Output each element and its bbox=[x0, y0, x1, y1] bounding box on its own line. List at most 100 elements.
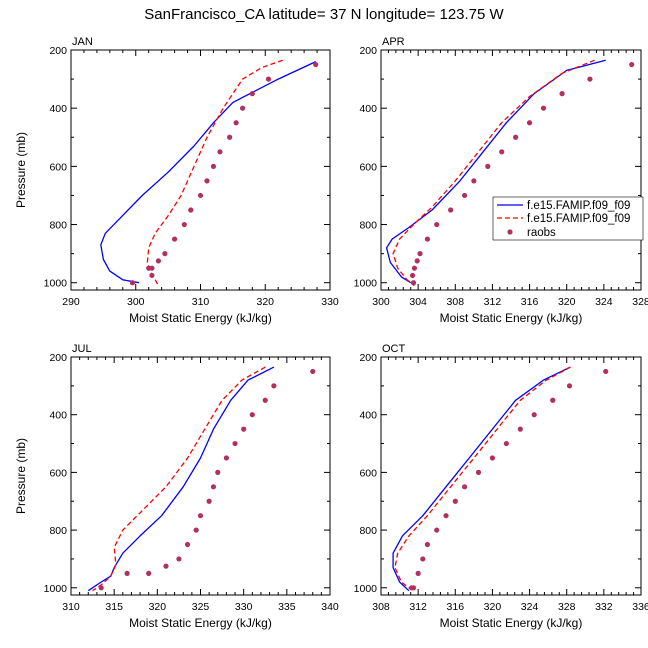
x-tick-label: 315 bbox=[105, 601, 123, 613]
y-tick-label: 1000 bbox=[354, 278, 378, 290]
raobs-point bbox=[204, 178, 210, 184]
raobs-point bbox=[310, 368, 316, 375]
x-tick-label: 324 bbox=[595, 296, 613, 308]
x-axis-label: Moist Static Energy (kJ/kg) bbox=[440, 616, 583, 630]
x-tick-label: 335 bbox=[278, 601, 296, 613]
raobs-point bbox=[227, 134, 233, 140]
raobs-point bbox=[184, 541, 191, 548]
y-tick-label: 600 bbox=[359, 161, 377, 173]
raobs-point bbox=[206, 498, 212, 504]
y-tick-label: 400 bbox=[49, 103, 67, 115]
y-tick-label: 200 bbox=[359, 45, 377, 57]
raobs-point bbox=[475, 469, 482, 475]
x-tick-label: 320 bbox=[256, 296, 274, 308]
y-tick-label: 400 bbox=[359, 410, 377, 422]
raobs-point bbox=[420, 556, 426, 562]
raobs-point bbox=[629, 61, 635, 68]
y-tick-label: 800 bbox=[359, 525, 377, 537]
y-tick-label: 200 bbox=[359, 352, 377, 364]
panels: 290 300 310 320 330 200 400 600 800 1000 JAN Moist … bbox=[14, 36, 648, 630]
raobs-point bbox=[461, 192, 468, 199]
x-tick-label: 330 bbox=[321, 296, 339, 308]
panel-apr: 300 304 308 312 316 320 324 328 200 400 600 800 1000… bbox=[354, 36, 648, 325]
raobs-point bbox=[232, 440, 238, 447]
y-tick-label: 600 bbox=[359, 467, 377, 479]
y-tick-label: 600 bbox=[49, 161, 67, 173]
x-tick-label: 308 bbox=[447, 296, 465, 308]
raobs-point bbox=[471, 178, 477, 184]
y-tick-label: 1000 bbox=[44, 278, 68, 290]
x-tick-label: 304 bbox=[409, 296, 427, 308]
raobs-point bbox=[415, 570, 421, 576]
x-tick-label: 312 bbox=[484, 296, 502, 308]
x-tick-label: 316 bbox=[447, 601, 465, 613]
model-line-solid bbox=[392, 366, 571, 592]
y-axis-label: Pressure (mb) bbox=[14, 132, 28, 208]
legend-box bbox=[492, 196, 644, 241]
raobs-point bbox=[271, 383, 277, 389]
raobs-point bbox=[559, 91, 565, 97]
plot-frame bbox=[380, 356, 642, 596]
model-line-solid bbox=[385, 59, 606, 284]
panel-jan: 290 300 310 320 330 200 400 600 800 1000 JAN Moist … bbox=[14, 36, 339, 325]
x-tick-label: 310 bbox=[62, 601, 80, 613]
y-tick-label: 200 bbox=[49, 352, 67, 364]
x-axis-label: Moist Static Energy (kJ/kg) bbox=[129, 311, 272, 325]
panel-month-label: JAN bbox=[72, 36, 93, 48]
raobs-point bbox=[452, 498, 458, 504]
model-line-dashed bbox=[92, 366, 266, 592]
raobs-point bbox=[313, 61, 319, 68]
x-tick-label: 325 bbox=[192, 601, 210, 613]
raobs-point bbox=[424, 236, 431, 242]
model-line-solid bbox=[87, 366, 275, 592]
raobs-point bbox=[239, 105, 246, 111]
raobs-point bbox=[172, 236, 178, 242]
y-tick-label: 800 bbox=[49, 220, 67, 232]
model-line-solid bbox=[100, 61, 317, 284]
raobs-point bbox=[124, 570, 130, 576]
panel-month-label: OCT bbox=[382, 343, 406, 355]
x-tick-label: 320 bbox=[484, 601, 502, 613]
x-tick-label: 330 bbox=[235, 601, 253, 613]
plot-frame bbox=[70, 49, 331, 291]
x-tick-label: 308 bbox=[372, 601, 390, 613]
raobs-point bbox=[241, 426, 247, 432]
raobs-point bbox=[249, 412, 255, 418]
x-tick-label: 336 bbox=[632, 601, 648, 613]
raobs-point bbox=[210, 163, 217, 169]
model-line-dashed bbox=[394, 366, 571, 590]
raobs-point bbox=[499, 149, 505, 155]
legend: f.e15.FAMIP.f09_f09f.e15.FAMIP.f09_f09ra… bbox=[492, 196, 644, 241]
raobs-point bbox=[217, 149, 223, 155]
raobs-point bbox=[146, 265, 152, 271]
panel-oct: 308 312 316 320 324 328 332 336 200 400 600 800 1000… bbox=[354, 343, 648, 630]
x-tick-label: 320 bbox=[149, 601, 167, 613]
raobs-point bbox=[181, 221, 187, 228]
x-tick-label: 324 bbox=[521, 601, 539, 613]
x-axis-label: Moist Static Energy (kJ/kg) bbox=[440, 311, 583, 325]
y-tick-label: 400 bbox=[49, 410, 67, 422]
y-tick-label: 800 bbox=[49, 525, 67, 537]
x-tick-label: 316 bbox=[521, 296, 539, 308]
raobs-point bbox=[531, 412, 537, 418]
raobs-point bbox=[176, 556, 182, 562]
raobs-point bbox=[410, 280, 417, 286]
raobs-point bbox=[517, 426, 523, 432]
raobs-point bbox=[155, 258, 162, 264]
raobs-point bbox=[448, 207, 454, 213]
raobs-point bbox=[265, 76, 272, 82]
raobs-point bbox=[566, 383, 573, 389]
x-tick-label: 290 bbox=[62, 296, 80, 308]
raobs-point bbox=[503, 440, 509, 447]
raobs-point bbox=[262, 397, 268, 403]
raobs-point bbox=[188, 207, 194, 213]
x-tick-label: 310 bbox=[192, 296, 210, 308]
raobs-point bbox=[587, 76, 593, 82]
raobs-point bbox=[461, 484, 468, 490]
y-tick-label: 200 bbox=[49, 45, 67, 57]
raobs-point bbox=[215, 469, 221, 475]
x-tick-label: 328 bbox=[632, 296, 648, 308]
figure-title: SanFrancisco_CA latitude= 37 N longitude… bbox=[144, 6, 504, 23]
raobs-point bbox=[146, 570, 152, 576]
plot-frame bbox=[380, 49, 642, 291]
